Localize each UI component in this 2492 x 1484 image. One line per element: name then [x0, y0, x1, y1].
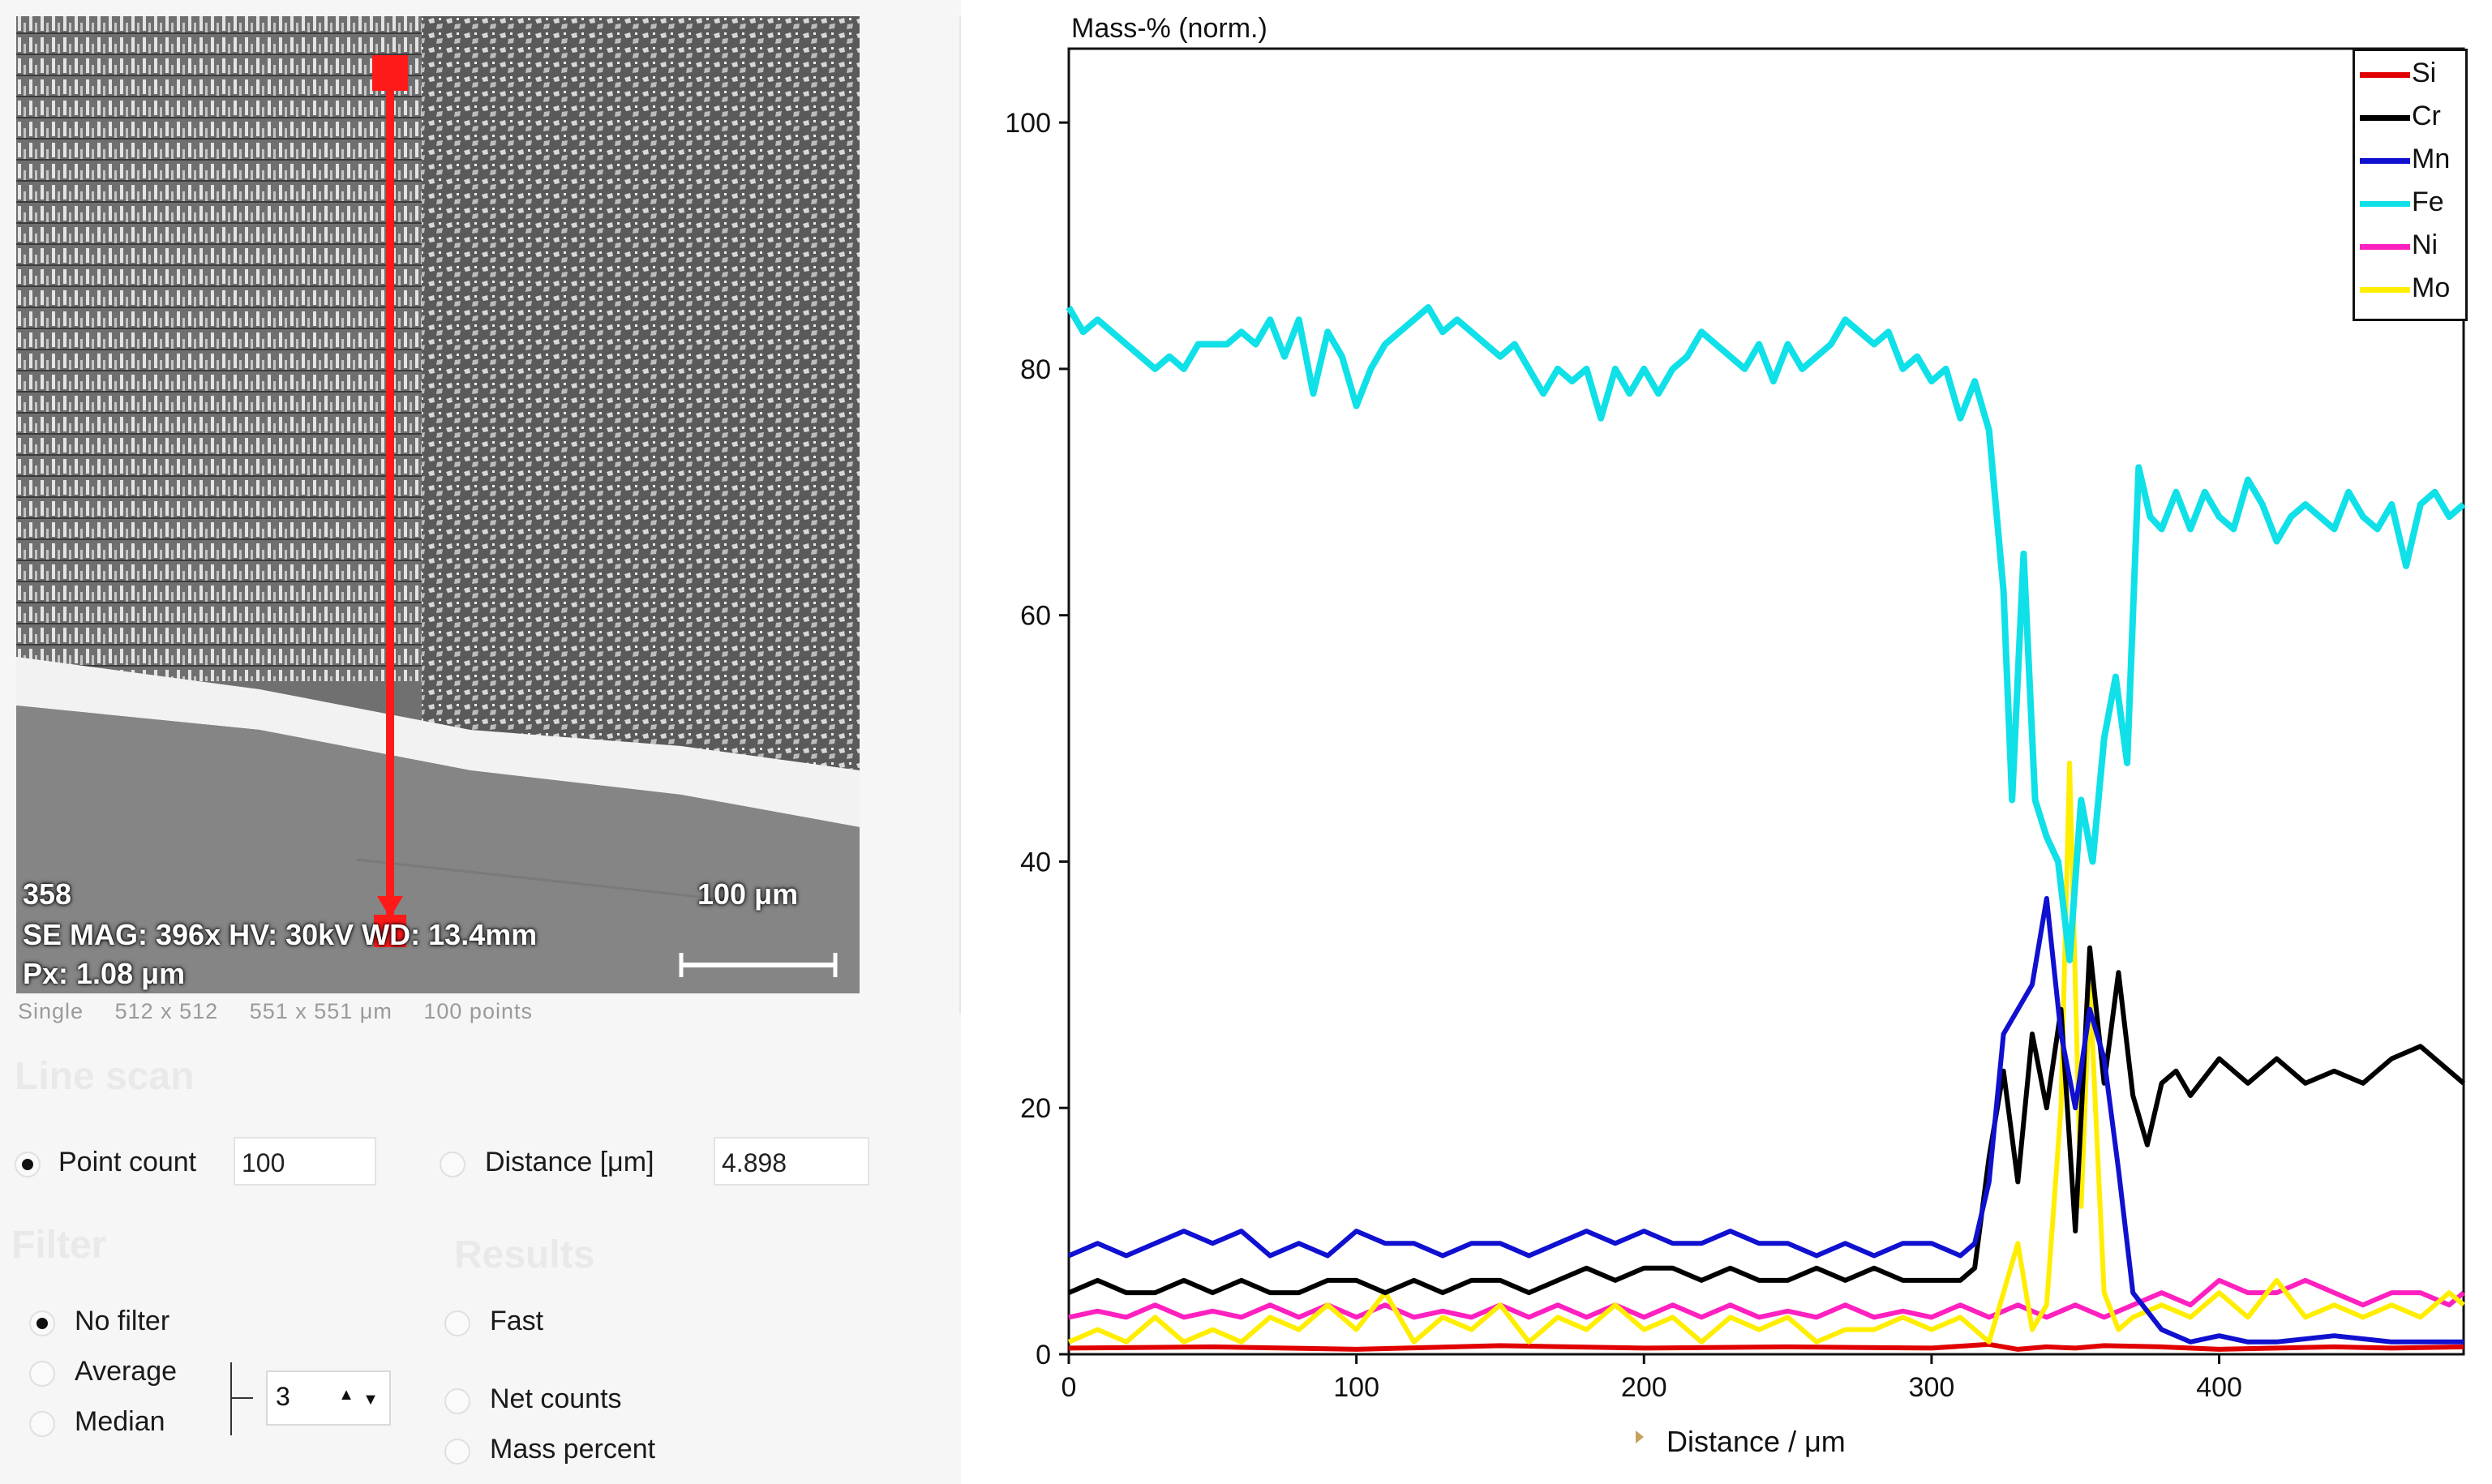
line-profile-chart: Mass-% (norm.) Distance / μm 0 20 40 60 80 10… [961, 0, 2492, 1484]
chart-legend: Si Cr Mn Fe Ni Mo [2353, 49, 2468, 321]
point-count-input[interactable]: 100 [234, 1137, 376, 1186]
series-line-ni [1068, 1277, 2465, 1320]
stepper-up-icon[interactable]: ▲ [338, 1386, 354, 1404]
filter-bracket [230, 1362, 253, 1435]
scan-resolution: 512 x 512 [114, 999, 219, 1023]
fast-radio[interactable] [444, 1310, 470, 1336]
legend-swatch [2360, 287, 2410, 293]
scan-mode: Single [18, 999, 84, 1023]
legend-swatch [2360, 244, 2410, 250]
mass-percent-radio[interactable] [444, 1439, 470, 1465]
results-heading: Results [454, 1233, 595, 1276]
left-panel: 358 100 μm SE MAG: 396x HV: 30kV WD: 13.… [0, 0, 961, 1484]
no-filter-radio[interactable] [29, 1310, 55, 1336]
y-tick-label: 0 [1036, 1340, 1051, 1370]
chart-svg: Mass-% (norm.) Distance / μm 0 20 40 60 80 10… [1005, 13, 2466, 1458]
sem-info-line: SE MAG: 396x HV: 30kV WD: 13.4mm [23, 918, 538, 951]
distance-label: Distance [μm] [485, 1147, 654, 1177]
series-line-mn [1067, 896, 2464, 1345]
y-tick-label: 80 [1020, 354, 1051, 385]
distance-radio[interactable] [440, 1152, 465, 1177]
average-radio[interactable] [29, 1361, 55, 1387]
series-line-mo [1067, 760, 2465, 1345]
point-count-radio[interactable] [15, 1152, 41, 1177]
x-tick-label: 200 [1621, 1372, 1667, 1403]
legend-swatch [2360, 115, 2410, 121]
x-tick-label: 0 [1062, 1372, 1077, 1403]
sem-micrograph [16, 16, 860, 993]
x-axis-label-arrow-icon [1636, 1430, 1644, 1443]
y-tick-label: 20 [1020, 1093, 1051, 1124]
legend-label: Fe [2412, 187, 2444, 217]
legend-label: Cr [2412, 101, 2441, 131]
legend-swatch [2360, 158, 2410, 164]
legend-swatch [2360, 72, 2410, 78]
scan-end-handle[interactable] [374, 915, 406, 947]
filter-heading: Filter [11, 1224, 107, 1267]
panel-divider [959, 16, 962, 1014]
stepper-down-icon[interactable]: ▼ [362, 1391, 379, 1409]
average-label: Average [75, 1356, 178, 1387]
net-counts-radio[interactable] [444, 1388, 470, 1414]
series-line-fe [1066, 304, 2466, 963]
scan-field-size: 551 x 551 μm [249, 999, 392, 1023]
scan-start-handle[interactable] [372, 55, 408, 91]
legend-swatch [2360, 201, 2410, 207]
x-axis-label: Distance / μm [1666, 1425, 1846, 1458]
scan-points: 100 points [423, 999, 533, 1023]
chart-title: Mass-% (norm.) [1071, 13, 1267, 44]
y-tick-label: 100 [1005, 108, 1051, 139]
filter-width-value: 3 [276, 1382, 290, 1411]
sem-image: 358 100 μm SE MAG: 396x HV: 30kV WD: 13.… [16, 16, 860, 993]
x-tick-label: 300 [1909, 1372, 1955, 1403]
series-line-si [1068, 1341, 2464, 1352]
legend-label: Si [2412, 58, 2437, 88]
plot-frame [1067, 47, 2465, 1356]
series-line-cr [1067, 945, 2465, 1296]
legend-label: Mn [2412, 144, 2451, 174]
scan-info: Single 512 x 512 551 x 551 μm 100 points [18, 999, 557, 1024]
y-tick-label: 40 [1020, 847, 1051, 877]
filter-width-stepper[interactable]: 3 ▲ ▼ [266, 1370, 391, 1426]
line-scan-heading: Line scan [15, 1055, 195, 1098]
legend-label: Mo [2412, 272, 2451, 303]
frame-number: 358 [23, 877, 72, 911]
median-radio[interactable] [29, 1411, 55, 1437]
x-tick-label: 400 [2196, 1372, 2242, 1403]
net-counts-label: Net counts [490, 1383, 622, 1414]
distance-input[interactable]: 4.898 [714, 1137, 869, 1186]
point-count-label: Point count [58, 1147, 197, 1177]
legend-label: Ni [2412, 229, 2438, 260]
mass-percent-label: Mass percent [490, 1434, 656, 1465]
fast-label: Fast [490, 1306, 544, 1336]
no-filter-label: No filter [75, 1306, 170, 1336]
median-label: Median [75, 1406, 165, 1437]
pixel-size: Px: 1.08 μm [23, 957, 186, 990]
y-tick-label: 60 [1020, 601, 1051, 632]
scale-bar-label: 100 μm [697, 877, 799, 911]
x-tick-label: 100 [1333, 1372, 1379, 1403]
